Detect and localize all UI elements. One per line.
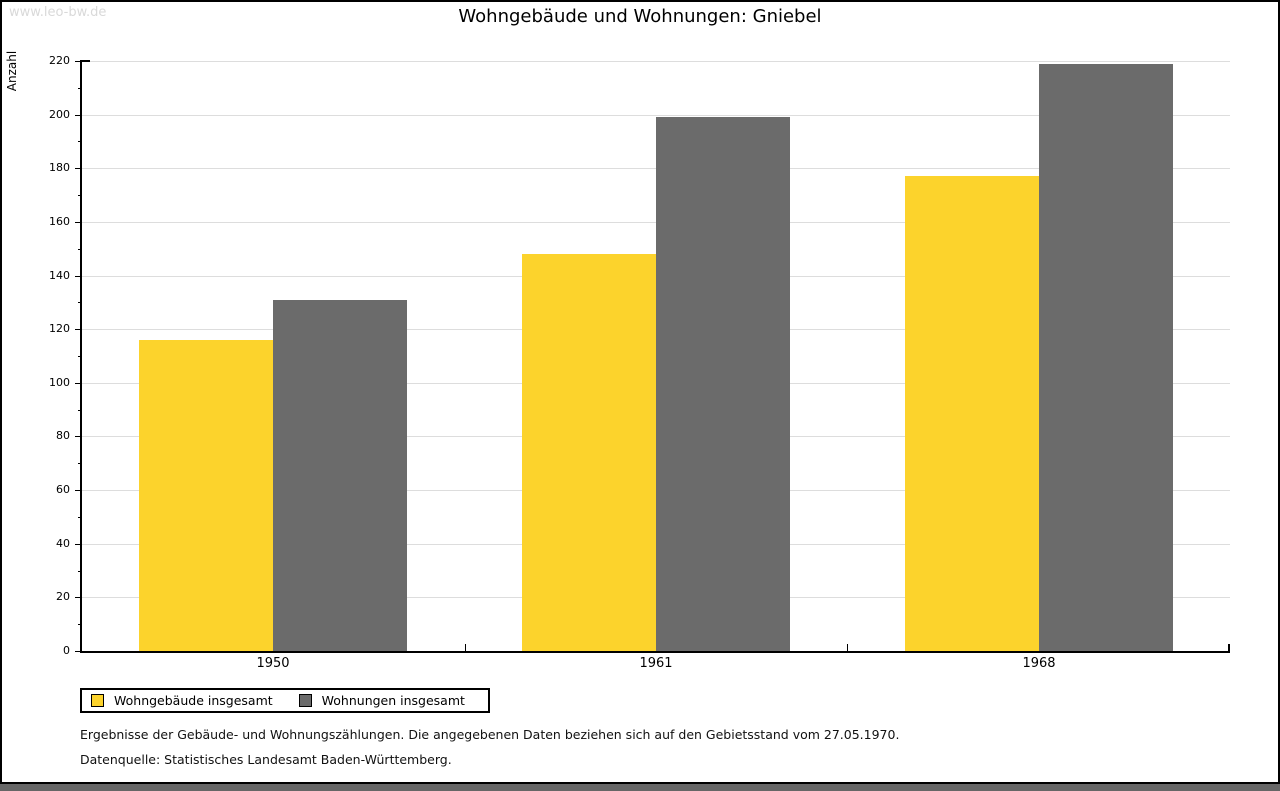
bar-wohnungen-1950	[273, 300, 407, 651]
legend-label-wohnungen: Wohnungen insgesamt	[321, 693, 465, 708]
chart-title: Wohngebäude und Wohnungen: Gniebel	[458, 6, 822, 27]
watermark: www.leo-bw.de	[9, 5, 107, 20]
y-tick-120	[75, 329, 82, 330]
legend-entry-wohnungen: Wohnungen insgesamt	[298, 693, 465, 708]
legend-swatch-wohnungen	[298, 694, 312, 707]
x-separator-tick-1	[465, 644, 466, 651]
y-tick-220	[75, 61, 82, 62]
legend-entry-wohngebaeude: Wohngebäude insgesamt	[91, 693, 273, 708]
y-tick-40	[75, 544, 82, 545]
y-tick-label-220: 220	[49, 54, 70, 67]
y-tick-label-200: 200	[49, 108, 70, 121]
y-tick-label-140: 140	[49, 269, 70, 282]
y-tick-label-180: 180	[49, 161, 70, 174]
x-separator-tick-2	[847, 644, 848, 651]
bottom-strip	[0, 782, 1280, 791]
x-axis-end-cap	[1228, 644, 1230, 652]
legend-swatch-wohngebaeude	[91, 694, 104, 707]
y-tick-60	[75, 490, 82, 491]
y-axis	[80, 60, 82, 653]
legend-label-wohngebaeude: Wohngebäude insgesamt	[114, 693, 273, 708]
y-tick-80	[75, 436, 82, 437]
x-axis	[80, 651, 1230, 653]
legend: Wohngebäude insgesamt Wohnungen insgesam…	[80, 688, 490, 713]
bar-wohngebaeude-1961	[522, 254, 656, 651]
y-tick-200	[75, 115, 82, 116]
y-tick-label-80: 80	[56, 429, 70, 442]
y-tick-140	[75, 276, 82, 277]
y-tick-0	[75, 651, 82, 652]
bar-wohnungen-1968	[1039, 64, 1173, 651]
x-tick-label-1968: 1968	[1022, 656, 1056, 671]
y-axis-top-cap	[82, 60, 90, 62]
x-tick-label-1961: 1961	[639, 656, 673, 671]
y-tick-label-20: 20	[56, 590, 70, 603]
y-tick-label-100: 100	[49, 376, 70, 389]
footnote-gebietsstand: Ergebnisse der Gebäude- und Wohnungszähl…	[80, 727, 900, 742]
gridline-220	[82, 61, 1230, 62]
y-tick-100	[75, 383, 82, 384]
y-tick-label-60: 60	[56, 483, 70, 496]
footnote-datenquelle: Datenquelle: Statistisches Landesamt Bad…	[80, 752, 452, 767]
y-tick-label-40: 40	[56, 537, 70, 550]
bar-wohnungen-1961	[656, 117, 790, 651]
y-tick-label-0: 0	[63, 644, 70, 657]
y-tick-20	[75, 597, 82, 598]
y-tick-160	[75, 222, 82, 223]
y-tick-label-160: 160	[49, 215, 70, 228]
gridline-200	[82, 115, 1230, 116]
y-tick-label-120: 120	[49, 322, 70, 335]
x-tick-label-1950: 1950	[256, 656, 290, 671]
y-tick-180	[75, 168, 82, 169]
bar-wohngebaeude-1950	[139, 340, 273, 651]
bar-wohngebaeude-1968	[905, 176, 1039, 651]
